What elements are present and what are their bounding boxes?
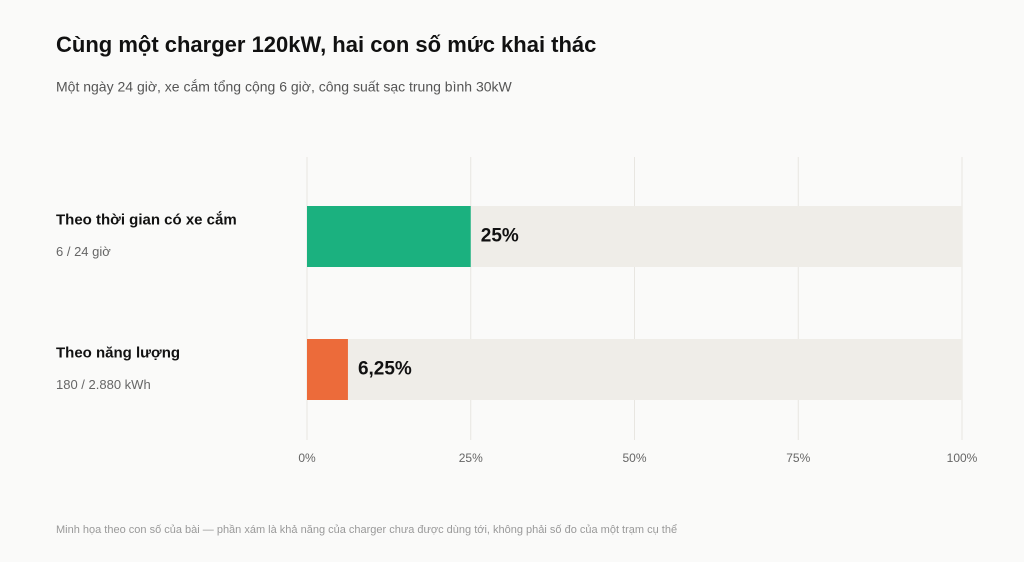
chart-title: Cùng một charger 120kW, hai con số mức k… xyxy=(56,32,596,57)
category-sublabel: 6 / 24 giờ xyxy=(56,244,111,259)
value-label: 25% xyxy=(481,226,519,247)
category-sublabel: 180 / 2.880 kWh xyxy=(56,377,151,392)
footnote: Minh họa theo con số của bài — phần xám … xyxy=(56,524,677,536)
category-label: Theo năng lượng xyxy=(56,344,180,361)
chart-subtitle: Một ngày 24 giờ, xe cắm tổng cộng 6 giờ,… xyxy=(56,79,513,95)
category-label: Theo thời gian có xe cắm xyxy=(56,210,237,228)
bar xyxy=(307,206,471,267)
x-tick-label: 25% xyxy=(459,451,483,465)
bar xyxy=(307,339,348,400)
x-tick-label: 50% xyxy=(622,451,646,465)
x-tick-label: 0% xyxy=(298,451,316,465)
value-label: 6,25% xyxy=(358,359,412,380)
bar-track xyxy=(307,339,962,400)
x-tick-label: 75% xyxy=(786,451,810,465)
x-tick-label: 100% xyxy=(947,451,978,465)
